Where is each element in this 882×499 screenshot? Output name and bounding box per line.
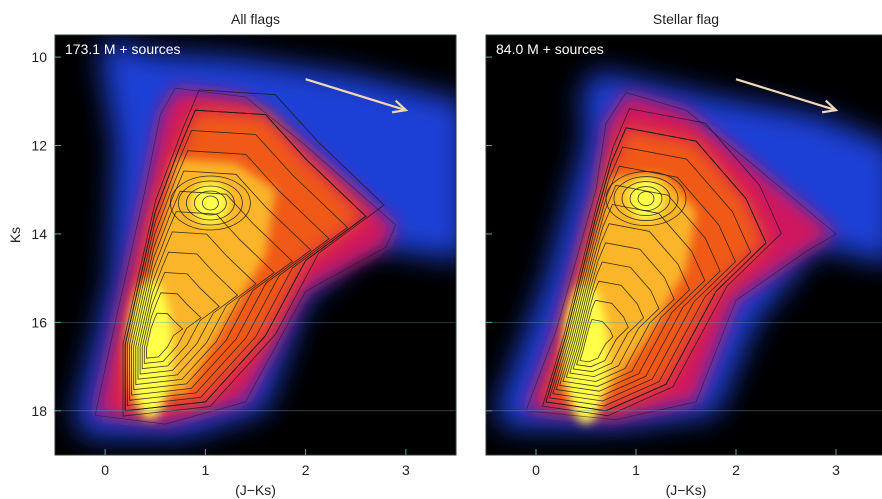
panel-title: All flags <box>231 11 280 27</box>
contour-line <box>131 170 312 396</box>
contour-line <box>128 150 330 401</box>
x-tick-label: 2 <box>302 462 310 478</box>
contour-line <box>576 299 629 368</box>
contour-line <box>141 272 220 370</box>
y-tick-label: 10 <box>31 49 47 65</box>
x-tick-label: 2 <box>732 462 740 478</box>
contour-line <box>572 280 645 373</box>
contour-line <box>569 261 660 378</box>
contour-line <box>548 146 752 407</box>
panel-stellar-flag: 0 1 2 3 Stellar flag 84.0 M + sources (J−Ks) <box>485 11 882 498</box>
y-axis-label: Ks <box>7 227 23 243</box>
contour-line <box>559 204 706 392</box>
reddening-arrow-head <box>821 99 839 114</box>
plot-frame <box>54 34 457 456</box>
contour-line <box>545 127 767 412</box>
x-axis-label: (J−Ks) <box>666 482 707 498</box>
x-tick-label: 3 <box>832 462 840 478</box>
density-layer <box>55 39 456 438</box>
contour-line <box>126 130 349 406</box>
contour-line <box>562 223 690 387</box>
contour-line <box>177 180 243 226</box>
reddening-arrow <box>735 78 837 112</box>
contour-line <box>94 87 397 425</box>
contour-line <box>139 251 239 375</box>
y-tick-label: 12 <box>31 138 47 154</box>
source-count-label: 84.0 M + sources <box>496 41 604 57</box>
contour-line <box>629 186 663 211</box>
contour-line <box>135 211 275 385</box>
contour-line <box>143 292 202 364</box>
x-tick-label: 1 <box>632 462 640 478</box>
contour-line <box>637 191 655 206</box>
density-layer <box>486 70 882 429</box>
contour-line <box>525 92 837 420</box>
contour-line <box>185 185 235 221</box>
reddening-arrow <box>305 78 407 112</box>
contour-line <box>613 176 679 221</box>
plot-frame <box>485 34 882 456</box>
x-axis-label: (J−Ks) <box>235 482 276 498</box>
contour-line <box>124 109 367 412</box>
contour-line <box>542 108 782 417</box>
source-count-label: 173.1 M + sources <box>65 41 181 57</box>
contour-line <box>605 171 687 226</box>
contour-line <box>133 190 294 391</box>
contour-line <box>146 312 184 359</box>
panel-title: Stellar flag <box>653 11 719 27</box>
contour-line <box>565 242 675 382</box>
density-peak <box>564 283 608 424</box>
contour-line <box>579 319 614 363</box>
y-tick-label: 18 <box>31 403 47 419</box>
density-peak <box>628 176 664 221</box>
contour-line <box>552 165 736 402</box>
x-tick-label: 3 <box>402 462 410 478</box>
contour-line <box>555 184 721 397</box>
contour-line <box>169 175 251 231</box>
x-tick-label: 1 <box>201 462 209 478</box>
x-tick-label: 0 <box>101 462 109 478</box>
y-tick-label: 14 <box>31 226 47 242</box>
contour-line <box>122 89 385 417</box>
x-tick-label: 0 <box>532 462 540 478</box>
contour-line <box>621 181 671 216</box>
y-tick-label: 16 <box>31 314 47 330</box>
reddening-arrow-head <box>391 99 409 114</box>
contour-line <box>193 190 227 216</box>
contour-line <box>137 231 257 380</box>
contour-line <box>201 195 219 211</box>
density-peak <box>192 181 229 225</box>
